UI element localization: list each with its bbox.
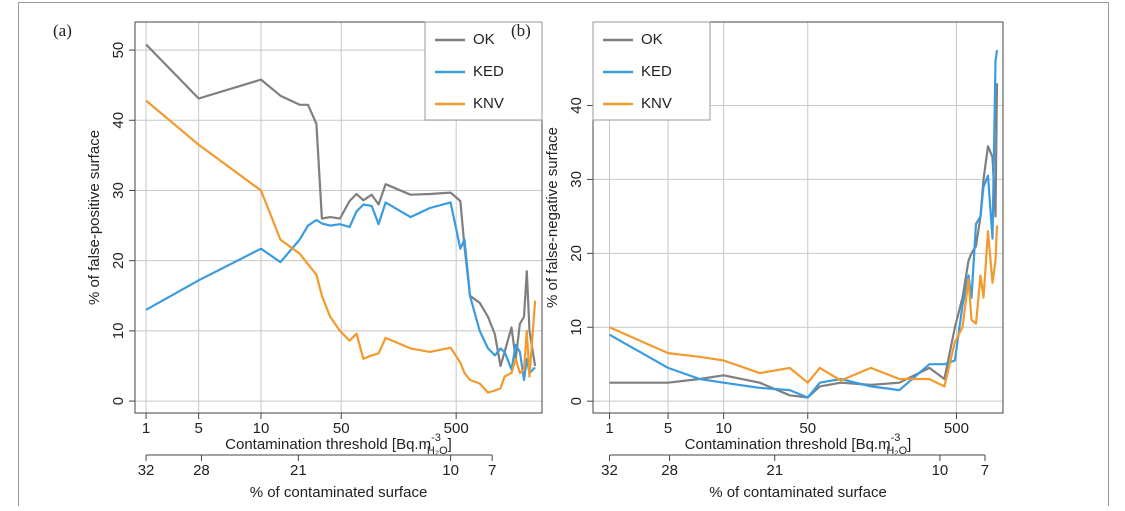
data-line: [145, 201, 536, 382]
x2-axis-label: % of contaminated surface: [250, 484, 428, 501]
x2-tick-label: 32: [601, 462, 618, 479]
y-axis-label: % of false-negative surface: [544, 127, 561, 308]
x2-tick-label: 10: [442, 462, 459, 479]
legend-label: KED: [473, 63, 504, 80]
y-axis-label: % of false-positive surface: [86, 130, 103, 305]
x-axis-label-sub: H₂O: [427, 445, 448, 457]
y-tick-label: 0: [568, 397, 585, 405]
x-tick-label: 500: [944, 420, 969, 437]
plot-frame: [592, 21, 1004, 414]
x-tick-label: 50: [333, 420, 350, 437]
data-line: [608, 49, 999, 399]
x2-tick-label: 7: [981, 462, 989, 479]
x-axis-label: Contamination threshold [Bq.m-3 H₂O]: [685, 432, 912, 457]
x-axis-label-close: ]: [448, 436, 452, 453]
x-tick-label: 10: [715, 420, 732, 437]
x-tick-label: 10: [253, 420, 270, 437]
x2-tick-label: 21: [290, 462, 307, 479]
y-tick-label: 30: [110, 182, 127, 199]
legend-label: KNV: [473, 95, 504, 112]
legend-label: KED: [641, 63, 672, 80]
x-axis-label-sup: -3: [431, 432, 441, 444]
x-tick-label: 1: [142, 420, 150, 437]
x2-tick-label: 32: [138, 462, 155, 479]
legend-label: KNV: [641, 95, 672, 112]
panel-label: (b): [511, 21, 531, 40]
x2-tick-label: 28: [193, 462, 210, 479]
y-tick-label: 10: [110, 323, 127, 340]
x-tick-label: 50: [799, 420, 816, 437]
panel-label: (a): [53, 21, 72, 40]
x-tick-label: 1: [605, 420, 613, 437]
x-tick-label: 500: [444, 420, 469, 437]
x2-tick-label: 28: [661, 462, 678, 479]
x-axis-label-text: Contamination threshold [Bq.m: [225, 436, 431, 453]
y-tick-label: 30: [568, 171, 585, 188]
legend-label: OK: [473, 31, 495, 48]
y-tick-label: 40: [110, 112, 127, 129]
x-tick-label: 5: [664, 420, 672, 437]
y-tick-label: 0: [110, 397, 127, 405]
x-axis-label-sup: -3: [891, 432, 901, 444]
y-tick-label: 40: [568, 97, 585, 114]
x-axis-label-sub: H₂O: [886, 445, 907, 457]
data-line: [145, 43, 537, 368]
data-line: [145, 99, 537, 394]
data-line: [609, 225, 999, 388]
x2-tick-label: 21: [766, 462, 783, 479]
data-line: [609, 83, 999, 399]
x-axis-label-close: ]: [907, 436, 911, 453]
y-tick-label: 20: [110, 252, 127, 269]
x-axis-label-text: Contamination threshold [Bq.m: [685, 436, 891, 453]
y-tick-label: 10: [568, 319, 585, 336]
y-tick-label: 20: [568, 245, 585, 262]
plot-frame: [134, 21, 543, 414]
x-tick-label: 5: [195, 420, 203, 437]
x2-tick-label: 7: [488, 462, 496, 479]
x2-tick-label: 10: [932, 462, 949, 479]
legend-label: OK: [641, 31, 663, 48]
x-axis-label: Contamination threshold [Bq.m-3 H₂O]: [225, 432, 452, 457]
frame: [18, 2, 1109, 511]
x2-axis-label: % of contaminated surface: [709, 484, 887, 501]
y-tick-label: 50: [110, 42, 127, 59]
